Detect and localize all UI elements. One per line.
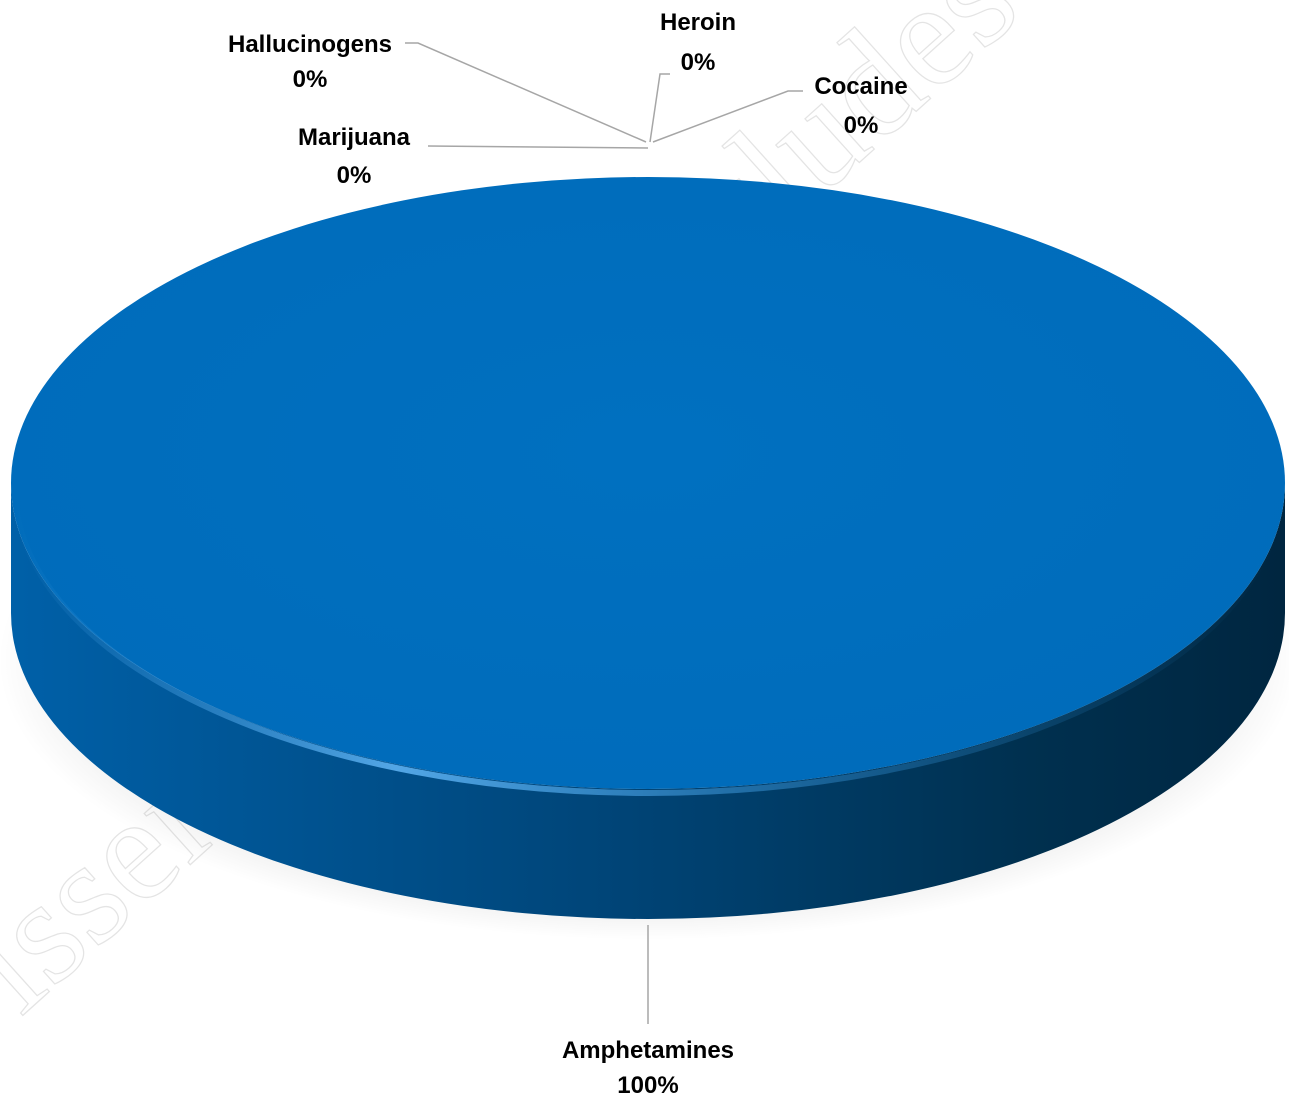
leader-line-hallucinogens xyxy=(405,42,647,143)
label-marijuana-value: 0% xyxy=(337,162,372,189)
leader-line-cocaine xyxy=(652,90,803,143)
label-amphetamines-name: Amphetamines xyxy=(562,1037,734,1064)
leader-line-marijuana xyxy=(427,145,649,149)
label-hallucinogens-value: 0% xyxy=(293,66,328,93)
slice-rim-highlight xyxy=(12,488,1284,796)
label-heroin-value: 0% xyxy=(681,49,716,76)
leader-line-heroin xyxy=(649,73,670,143)
label-cocaine-value: 0% xyxy=(844,112,879,139)
label-heroin-name: Heroin xyxy=(660,9,736,36)
pie-slices xyxy=(11,177,1285,919)
label-cocaine-name: Cocaine xyxy=(814,73,907,100)
slice-side-amphetamines xyxy=(11,483,1285,919)
label-amphetamines-value: 100% xyxy=(617,1072,678,1099)
slice-amphetamines xyxy=(11,177,1285,789)
label-marijuana-name: Marijuana xyxy=(298,124,411,151)
label-hallucinogens-name: Hallucinogens xyxy=(228,31,392,58)
